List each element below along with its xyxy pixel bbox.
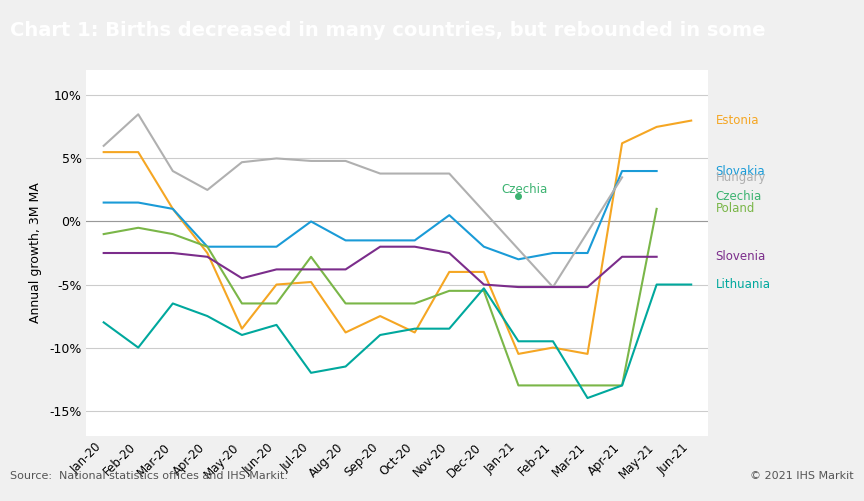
Text: Poland: Poland bbox=[715, 202, 755, 215]
Text: Czechia: Czechia bbox=[715, 190, 762, 203]
Text: © 2021 IHS Markit: © 2021 IHS Markit bbox=[750, 471, 854, 481]
Text: Estonia: Estonia bbox=[715, 114, 759, 127]
Y-axis label: Annual growth, 3M MA: Annual growth, 3M MA bbox=[29, 183, 42, 323]
Text: Hungary: Hungary bbox=[715, 171, 766, 184]
Text: Chart 1: Births decreased in many countries, but rebounded in some: Chart 1: Births decreased in many countr… bbox=[10, 21, 766, 40]
Text: Czechia: Czechia bbox=[501, 183, 548, 196]
Text: Lithuania: Lithuania bbox=[715, 278, 771, 291]
Text: Source:  National statistics offices and IHS Markit.: Source: National statistics offices and … bbox=[10, 471, 289, 481]
Text: Slovenia: Slovenia bbox=[715, 250, 766, 264]
Text: Slovakia: Slovakia bbox=[715, 164, 765, 177]
